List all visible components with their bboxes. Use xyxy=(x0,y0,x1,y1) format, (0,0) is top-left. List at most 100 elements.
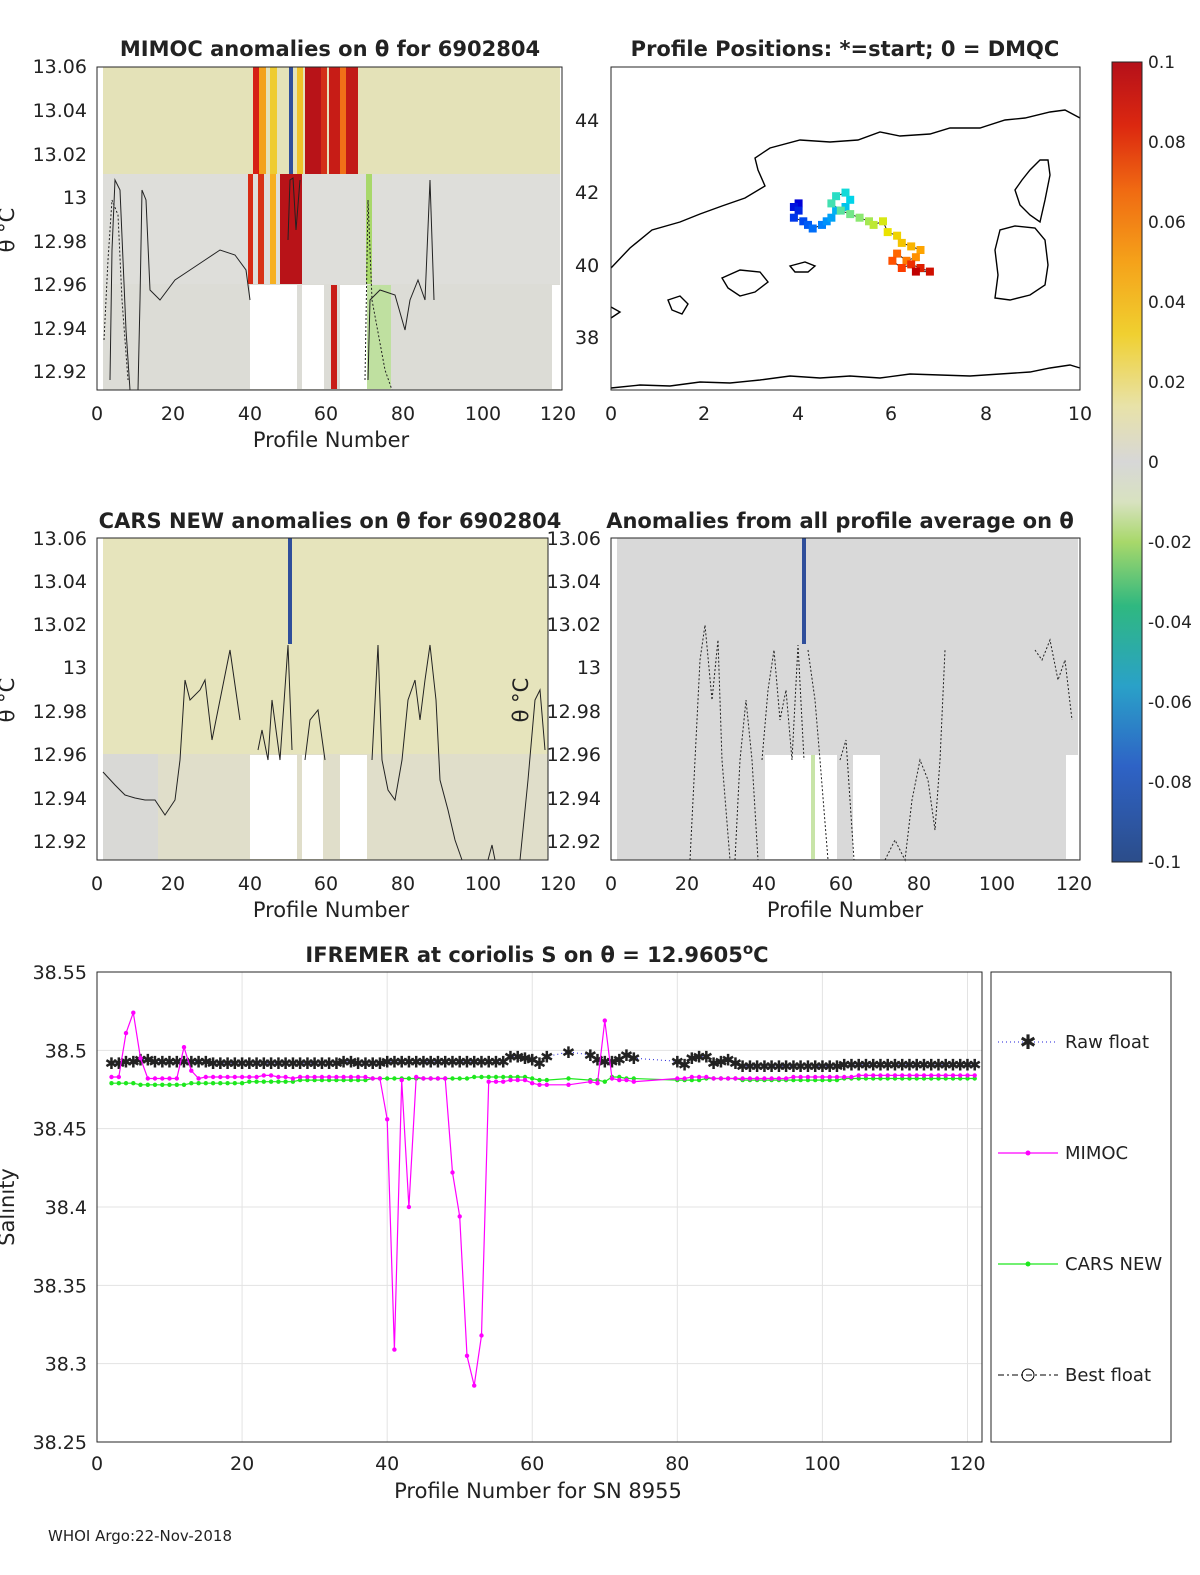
coast-north xyxy=(610,109,1081,269)
profile-point xyxy=(865,217,873,226)
salinity-title-sup: o xyxy=(743,940,753,958)
cars-new-point xyxy=(167,1082,172,1088)
cars-new-point xyxy=(479,1074,484,1080)
raw-float-point: ✱ xyxy=(504,1048,517,1067)
raw-float-point: ✱ xyxy=(961,1055,974,1074)
cars-new-point xyxy=(385,1076,390,1081)
mimoc-point xyxy=(776,1076,782,1081)
raw-float-point: ✱ xyxy=(678,1055,691,1074)
raw-float-point: ✱ xyxy=(816,1057,829,1076)
cars-new-point xyxy=(218,1081,223,1086)
mimoc-point xyxy=(936,1073,941,1078)
raw-float-point: ✱ xyxy=(779,1057,792,1076)
mimoc-ylabel: θ °C xyxy=(0,208,19,253)
cars-new-point xyxy=(109,1081,114,1086)
raw-float-point: ✱ xyxy=(605,1052,618,1071)
mimoc-point xyxy=(123,1030,129,1036)
y-tick-label: 38.25 xyxy=(33,1432,87,1454)
legend-cars: CARS NEW xyxy=(998,1254,1162,1275)
cars-new-point xyxy=(450,1076,455,1081)
salinity-xlabel: Profile Number for SN 8955 xyxy=(394,1479,682,1503)
raw-float-point: ✱ xyxy=(794,1057,807,1076)
avg-axes-frame xyxy=(610,537,1081,861)
mimoc-contour xyxy=(367,179,435,381)
mimoc-point xyxy=(493,1079,499,1084)
mimoc-point xyxy=(725,1076,731,1081)
cars-new-point xyxy=(196,1081,201,1086)
mimoc-point xyxy=(319,1074,325,1080)
mimoc-point xyxy=(341,1074,346,1080)
y-tick-label: 38.5 xyxy=(45,1040,87,1062)
cars-new-point xyxy=(696,1077,702,1083)
x-tick-label: 80 xyxy=(391,873,415,895)
raw-float-point: ✱ xyxy=(859,1055,872,1074)
cars-new-point xyxy=(254,1079,259,1084)
profile-point xyxy=(832,192,841,201)
raw-float-point: ✱ xyxy=(453,1052,466,1071)
mimoc-point xyxy=(472,1383,477,1388)
mimoc-band xyxy=(270,174,276,284)
mimoc-point xyxy=(290,1076,296,1081)
cars-contour xyxy=(304,708,326,761)
profile-point xyxy=(907,260,916,269)
raw-float-point: ✱ xyxy=(533,1054,546,1073)
positions-coastline xyxy=(610,109,1081,389)
profile-point xyxy=(855,213,864,222)
colorbar-tick-label: -0.1 xyxy=(1148,853,1181,873)
cars-new-point xyxy=(791,1077,796,1083)
mimoc-point xyxy=(326,1074,332,1080)
x-tick-label: 100 xyxy=(804,1453,840,1475)
mimoc-band xyxy=(270,67,277,174)
x-tick-label: 8 xyxy=(980,403,992,425)
raw-float-point: ✱ xyxy=(359,1054,372,1073)
profile-point xyxy=(911,253,920,262)
raw-float-point: ✱ xyxy=(700,1048,713,1067)
y-tick-label: 12.96 xyxy=(33,744,87,766)
coast-ibiza xyxy=(667,295,689,315)
raw-float-point: ✱ xyxy=(148,1052,161,1071)
salinity-title-main: IFREMER at coriolis S on θ = 12.9605 xyxy=(305,943,742,967)
mimoc-band xyxy=(258,174,264,284)
profile-point xyxy=(822,217,831,226)
mimoc-point xyxy=(675,1076,680,1081)
y-tick-label: 12.92 xyxy=(547,831,601,853)
raw-float-point: ✱ xyxy=(409,1052,422,1071)
mimoc-heatmap xyxy=(103,67,560,391)
cars-new-point xyxy=(914,1076,919,1081)
cars-new-point xyxy=(820,1077,825,1083)
avg-bg xyxy=(617,538,1078,860)
legend-label: MIMOC xyxy=(1065,1143,1128,1164)
raw-float-point: ✱ xyxy=(221,1054,234,1073)
cars-new-point xyxy=(493,1074,499,1080)
cars-new-point xyxy=(341,1077,346,1083)
y-tick-label: 12.94 xyxy=(547,788,601,810)
raw-float-point: ✱ xyxy=(721,1051,734,1070)
profile-point xyxy=(832,206,841,215)
y-tick-label: 42 xyxy=(575,182,599,204)
raw-float-point: ✱ xyxy=(402,1052,415,1071)
raw-float-point: ✱ xyxy=(373,1054,386,1073)
coast-spain-tip xyxy=(610,306,622,319)
cars-contour xyxy=(102,649,241,816)
profile-point xyxy=(827,199,836,208)
mimoc-point xyxy=(312,1074,317,1080)
avg-x-ticks: 0 20 40 60 80 100 120 xyxy=(605,873,1092,895)
mimoc-point xyxy=(617,1077,622,1083)
cars-new-point xyxy=(805,1077,811,1083)
mimoc-point xyxy=(740,1076,745,1081)
cars-new-point xyxy=(145,1082,150,1088)
cars-new-point xyxy=(181,1082,187,1088)
raw-float-point: ✱ xyxy=(337,1052,350,1071)
raw-float-point: ✱ xyxy=(141,1051,154,1070)
mimoc-point xyxy=(921,1073,927,1078)
raw-float-point: ✱ xyxy=(199,1052,212,1071)
raw-float-point: ✱ xyxy=(598,1052,611,1071)
y-tick-label: 38.4 xyxy=(45,1197,87,1219)
x-tick-label: 120 xyxy=(1056,873,1092,895)
y-tick-label: 13.02 xyxy=(547,614,601,636)
y-tick-label: 12.96 xyxy=(547,744,601,766)
raw-float-point: ✱ xyxy=(214,1054,227,1073)
mimoc-point xyxy=(276,1074,281,1080)
mimoc-white xyxy=(340,285,367,389)
